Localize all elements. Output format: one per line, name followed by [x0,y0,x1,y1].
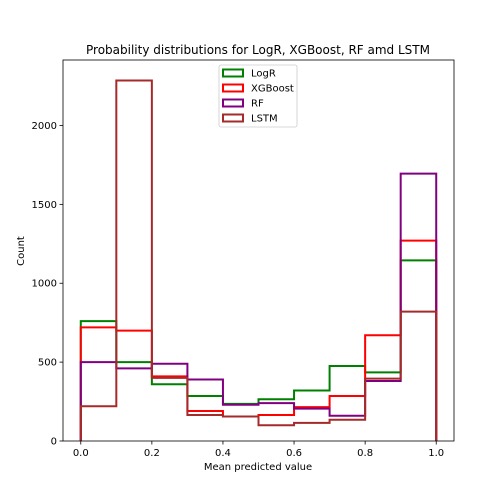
legend-label-logr: LogR [251,69,276,80]
axes-frame [62,59,455,442]
legend-swatch-rf [222,98,244,108]
legend: LogR XGBoost RF LSTM [218,64,298,128]
legend-label-rf: RF [251,99,264,110]
y-tick-label: 0 [51,437,57,448]
chart-title: Probability distributions for LogR, XGBo… [86,43,430,57]
series-rf-histogram [79,172,438,441]
x-tick-label: 1.0 [428,448,444,459]
y-tick-label: 500 [38,358,57,369]
x-tick-label: 0.6 [286,448,302,459]
y-axis-label: Count [16,236,27,266]
x-tick-label: 0.2 [144,448,160,459]
x-tick-label: 0.0 [73,448,89,459]
series-lstm-histogram [79,79,438,441]
plot-area: 0.0 0.2 0.4 0.6 0.8 1.0 0 500 1000 1500 2000 [32,59,455,459]
y-tick-label: 1000 [32,279,57,290]
x-tick-label: 0.8 [357,448,373,459]
legend-label-lstm: LSTM [251,114,278,125]
y-tick-label: 2000 [32,121,57,132]
x-axis-label: Mean predicted value [204,462,312,473]
legend-box [218,64,298,128]
legend-swatch-xgboost [222,83,244,93]
x-tick-label: 0.4 [215,448,231,459]
legend-label-xgboost: XGBoost [251,84,294,95]
y-tick-label: 1500 [32,200,57,211]
legend-swatch-logr [222,68,244,78]
legend-swatch-lstm [222,113,244,123]
series-logr-histogram [79,259,438,441]
